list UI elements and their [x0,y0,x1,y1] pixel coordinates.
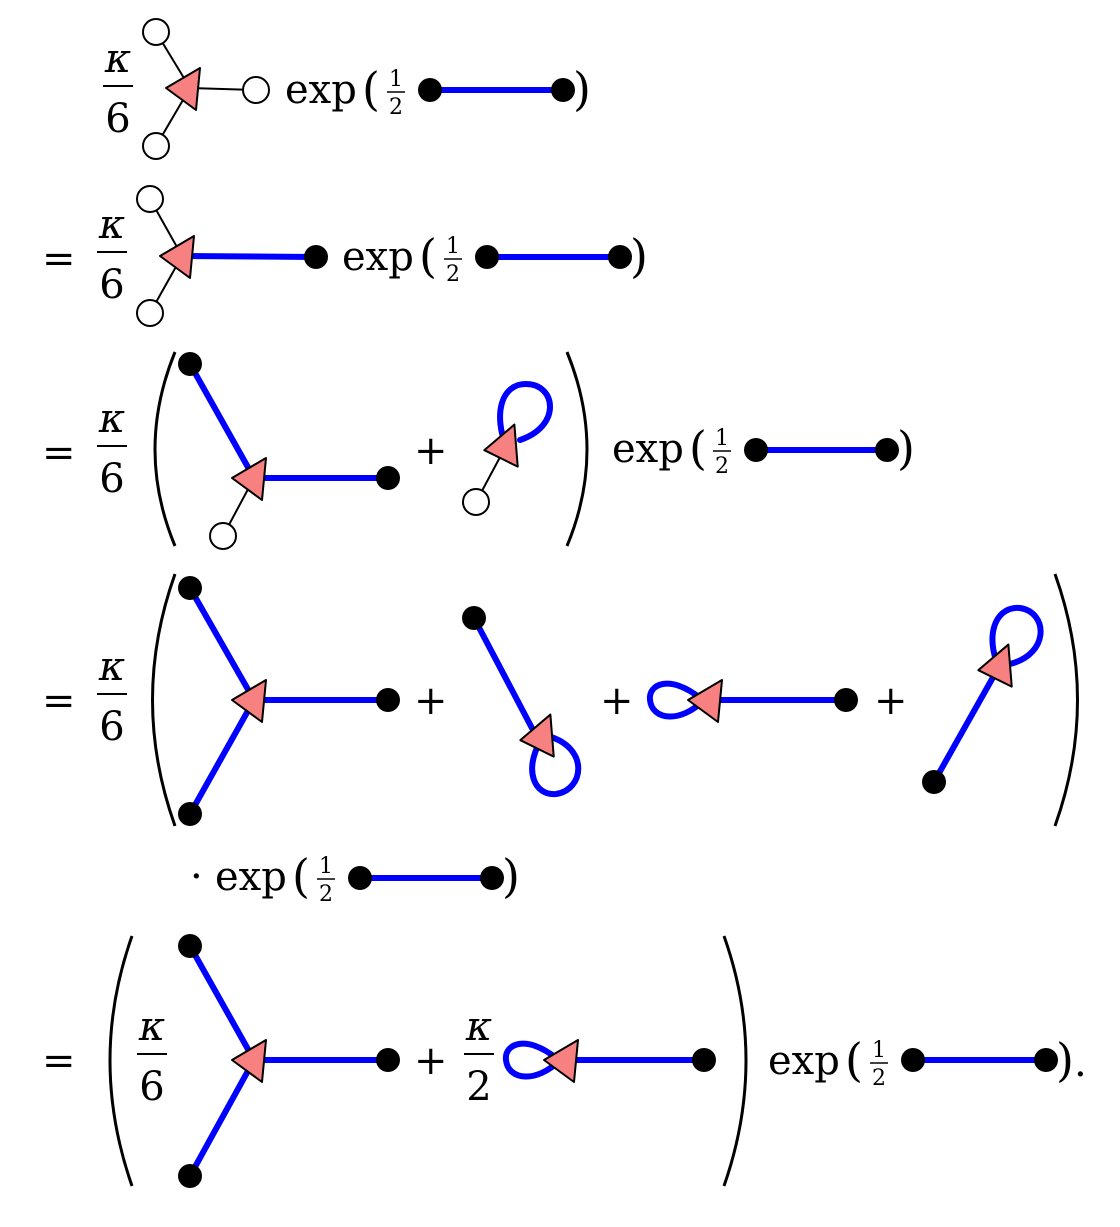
tadpole-horizontal [502,1039,716,1083]
svg-text:exp: exp [215,854,287,900]
svg-text:κ: κ [98,202,125,248]
exp-factor: exp ( ) [612,421,915,480]
svg-text:6: 6 [99,704,124,750]
svg-text:.: . [1074,1040,1087,1086]
svg-text:): ) [502,849,520,903]
exp-factor: exp ( ) [342,229,648,288]
cubic-vertex-open-legs [142,18,270,160]
svg-text:(: ( [845,1033,863,1087]
left-big-paren [151,573,177,827]
svg-text:κ: κ [104,36,131,82]
svg-text:): ) [573,62,591,116]
svg-text:6: 6 [139,1064,164,1110]
svg-text:): ) [630,229,648,283]
svg-text:=: = [42,1038,76,1084]
vertex-three-propagators [178,576,400,826]
right-big-paren [565,351,589,547]
svg-text:κ: κ [98,644,125,690]
svg-text:6: 6 [105,96,130,142]
svg-text:·: · [190,854,203,900]
svg-text:κ: κ [465,1004,492,1050]
coefficient-kappa-over-6: κ 6 [103,36,133,142]
tadpole-horizontal [646,679,858,723]
svg-text:+: + [600,678,634,724]
coefficient-kappa-over-6: κ 6 [97,202,127,308]
svg-text:=: = [42,678,76,724]
svg-text:κ: κ [98,396,125,442]
line-5: = κ 6 + κ 2 exp [42,934,1087,1188]
tadpole-open-leg [462,380,553,516]
svg-text:6: 6 [99,456,124,502]
svg-text:κ: κ [138,1004,165,1050]
svg-text:+: + [874,678,908,724]
svg-text:(: ( [292,849,310,903]
svg-text:+: + [414,1038,448,1084]
coefficient-kappa-over-6: κ 6 [137,1004,167,1110]
svg-text:exp: exp [342,234,414,280]
svg-text:+: + [414,428,448,474]
vertex-two-open-one-propagator [136,185,328,327]
coefficient-kappa-over-2: κ 2 [464,1004,494,1110]
svg-text:=: = [42,430,76,476]
svg-text:): ) [897,421,915,475]
svg-text:2: 2 [466,1064,491,1110]
exp-factor: exp ( ) [285,62,591,121]
svg-text:6: 6 [99,262,124,308]
coefficient-kappa-over-6: κ 6 [97,644,127,750]
coefficient-kappa-over-6: κ 6 [97,396,127,502]
svg-text:exp: exp [768,1038,840,1084]
left-big-paren [153,351,177,547]
svg-text:): ) [1056,1033,1074,1087]
tadpole-lower [462,606,582,798]
vertex-three-propagators [178,934,400,1188]
svg-text:+: + [414,678,448,724]
svg-text:(: ( [689,421,707,475]
right-big-paren [722,935,748,1187]
tadpole-upper [922,604,1044,794]
svg-text:exp: exp [612,426,684,472]
svg-text:(: ( [419,229,437,283]
svg-text:(: ( [362,62,380,116]
svg-text:exp: exp [285,67,357,113]
line-4-continuation: · exp ( ) [190,849,520,908]
line-3: = κ 6 + exp ( [42,351,915,550]
line-1: κ 6 exp ( ) [103,18,591,160]
right-big-paren [1053,573,1079,827]
vertex-two-propagators-open-leg [178,352,400,550]
line-4: = κ 6 + + + [42,573,1079,827]
exp-factor: exp ( ) . [768,1033,1087,1092]
line-2: = κ 6 exp ( ) [42,185,648,327]
svg-text:=: = [42,236,76,282]
left-big-paren [108,935,134,1187]
